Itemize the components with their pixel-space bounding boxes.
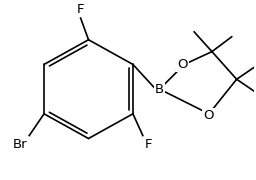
Text: O: O — [204, 109, 214, 122]
Text: Br: Br — [13, 138, 27, 150]
Text: F: F — [77, 3, 84, 16]
Text: F: F — [145, 138, 152, 150]
Text: O: O — [177, 58, 188, 71]
Text: B: B — [155, 83, 164, 96]
